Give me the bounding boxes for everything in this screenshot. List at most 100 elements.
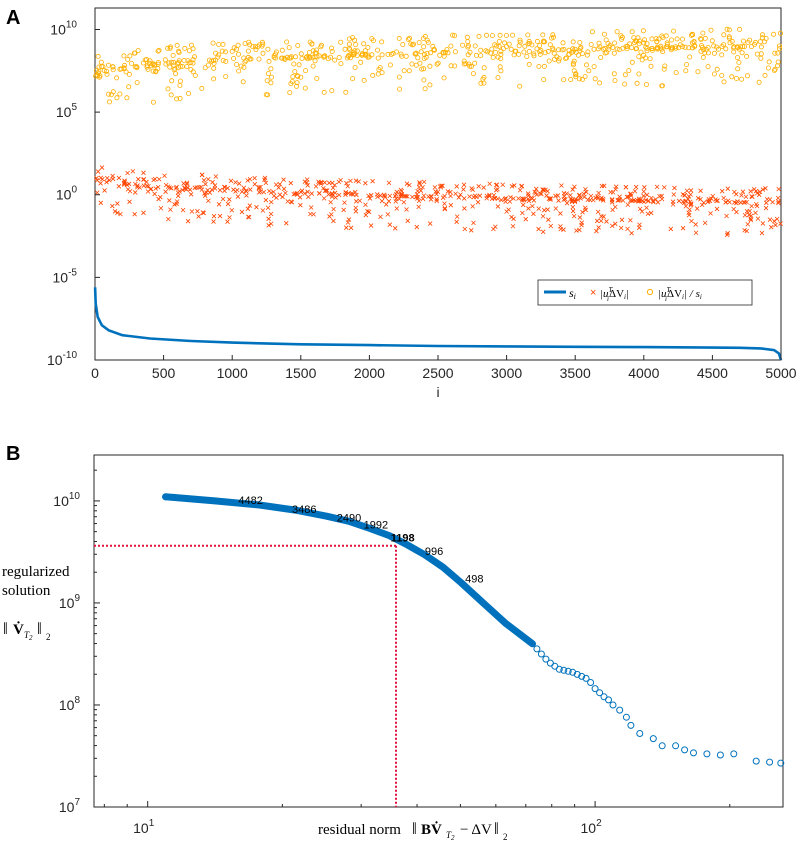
coefficient-marker — [227, 197, 232, 202]
coefficient-marker — [382, 193, 387, 199]
coefficient-marker — [470, 204, 475, 209]
coefficient-marker — [428, 193, 434, 199]
coefficient-marker — [211, 213, 217, 219]
coefficient-marker — [417, 180, 422, 185]
coefficient-marker — [609, 223, 615, 229]
coefficient-marker — [329, 194, 335, 199]
ratio-marker — [476, 33, 482, 39]
coefficient-marker — [495, 186, 500, 192]
l-curve-marker — [162, 493, 170, 501]
ratio-marker — [534, 38, 540, 44]
ratio-marker — [659, 83, 665, 89]
ratio-marker — [546, 58, 552, 64]
coefficient-marker — [252, 175, 257, 181]
coefficient-marker — [265, 205, 271, 211]
ratio-marker — [401, 68, 407, 74]
ratio-marker — [104, 71, 110, 77]
ratio-marker — [511, 52, 517, 58]
coefficient-marker — [448, 202, 454, 208]
coefficient-marker — [578, 196, 583, 201]
coefficient-marker — [288, 180, 294, 186]
coefficient-marker — [612, 221, 618, 227]
ratio-marker — [734, 76, 740, 82]
l-curve-marker — [587, 679, 595, 686]
ratio-marker — [545, 48, 551, 54]
l-curve-marker — [636, 730, 644, 737]
coefficient-marker — [695, 195, 701, 201]
coefficient-marker — [331, 206, 336, 212]
x-tick-label: 5000 — [765, 365, 796, 381]
ratio-marker — [359, 52, 365, 58]
ratio-marker — [775, 63, 781, 69]
coefficient-marker — [309, 191, 315, 196]
coefficient-marker — [132, 211, 137, 217]
ratio-marker — [478, 53, 484, 59]
coefficient-marker — [201, 178, 207, 183]
svg-text:T2: T2 — [446, 830, 455, 842]
ratio-marker — [498, 56, 504, 62]
ratio-marker — [265, 71, 271, 77]
coefficient-marker — [413, 194, 419, 200]
ratio-marker — [636, 71, 642, 77]
coefficient-marker — [130, 168, 136, 174]
x-tick-label: 102 — [581, 818, 603, 836]
ratio-marker — [110, 64, 116, 70]
coefficient-marker — [363, 202, 368, 208]
ratio-marker — [127, 53, 133, 59]
l-curve-marker — [703, 750, 711, 758]
coefficient-marker — [520, 210, 525, 216]
ratio-marker — [719, 44, 725, 50]
coefficient-marker — [544, 193, 549, 198]
coefficient-marker — [507, 199, 513, 204]
coefficient-marker — [534, 192, 539, 198]
ratio-marker — [126, 84, 132, 90]
coefficient-marker — [577, 215, 583, 220]
ratio-marker — [754, 51, 760, 57]
l-curve-dense — [162, 493, 536, 648]
coefficient-marker — [135, 176, 141, 182]
coefficient-marker — [470, 187, 476, 193]
ratio-marker — [695, 69, 701, 75]
ratio-marker — [550, 32, 556, 38]
ratio-marker — [135, 48, 141, 54]
coefficient-marker — [126, 181, 132, 187]
ratio-marker — [702, 35, 708, 41]
coefficient-marker — [217, 213, 223, 219]
curve-label: 498 — [465, 574, 483, 586]
coefficient-marker — [740, 189, 746, 194]
coefficient-marker — [448, 193, 453, 199]
coefficient-marker — [317, 191, 322, 196]
coefficient-marker — [583, 186, 588, 192]
ratio-marker — [442, 49, 448, 55]
panel-a-x-label: i — [436, 384, 439, 400]
ratio-marker — [636, 41, 642, 47]
coefficient-marker — [187, 187, 193, 192]
coefficient-marker — [356, 179, 361, 184]
ratio-marker — [510, 32, 516, 38]
coefficient-marker — [748, 189, 753, 194]
coefficient-marker — [354, 192, 359, 198]
ratio-marker — [742, 44, 748, 50]
l-curve-marker — [569, 668, 577, 676]
ratio-marker — [412, 51, 418, 57]
ratio-marker — [345, 53, 351, 59]
ratio-marker — [570, 62, 576, 68]
coefficient-marker — [619, 217, 625, 223]
ratio-marker — [155, 60, 161, 66]
coefficient-marker — [174, 201, 179, 207]
coefficient-marker — [233, 180, 238, 185]
coefficient-marker — [348, 191, 354, 197]
coefficient-marker — [648, 210, 654, 216]
ratio-marker — [692, 44, 698, 50]
coefficient-marker — [410, 194, 415, 200]
coefficient-marker — [587, 197, 593, 203]
coefficient-marker — [201, 210, 206, 216]
x-tick-label: 101 — [133, 818, 155, 836]
l-curve-marker — [766, 758, 774, 766]
coefficient-marker — [683, 203, 689, 209]
coefficient-marker — [579, 220, 584, 225]
ratio-marker — [114, 95, 120, 101]
ratio-marker — [304, 54, 310, 60]
ratio-marker — [291, 61, 297, 67]
coefficient-marker — [645, 211, 651, 217]
